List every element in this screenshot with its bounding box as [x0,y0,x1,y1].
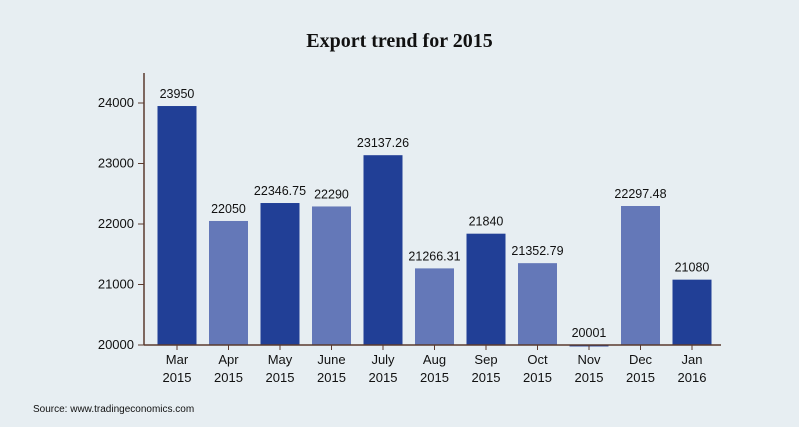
bar [466,233,506,345]
x-tick-label: 2015 [317,370,346,385]
x-tick-label: May [268,352,293,367]
x-axis: Mar 2015 Apr 2015 May 2015 June 2015 July 2015 Aug… [144,344,721,385]
data-label: 22346.75 [254,184,306,198]
bar [312,206,351,345]
x-tick-label: July [371,352,395,367]
x-tick-label: 2015 [214,370,243,385]
y-tick-label: 21000 [98,277,134,292]
bar [415,268,454,345]
bar [518,263,557,345]
bar [157,106,197,346]
y-tick-label: 24000 [98,95,134,110]
x-tick-label: 2015 [523,370,552,385]
chart-title: Export trend for 2015 [306,30,493,52]
bars [157,106,712,347]
x-tick-label: June [317,352,345,367]
x-tick-label: 2015 [472,370,501,385]
data-label: 21352.79 [511,244,563,258]
y-tick-label: 20000 [98,337,134,352]
data-label: 21840 [469,215,504,229]
data-label: 20001 [572,326,607,340]
x-tick-label: Sep [474,352,497,367]
x-tick-label: Mar [166,352,189,367]
bar [672,279,712,345]
x-tick-label: 2015 [369,370,398,385]
data-label: 21266.31 [408,249,460,263]
x-tick-label: Apr [218,352,239,367]
x-tick-label: 2015 [266,370,295,385]
bar [621,206,660,345]
bar [363,155,403,345]
data-label: 23950 [160,87,195,101]
x-tick-label: 2015 [163,370,192,385]
bar [260,203,300,345]
x-tick-label: Aug [423,352,446,367]
source-note: Source: www.tradingeconomics.com [33,404,195,415]
x-tick-label: Dec [629,352,653,367]
y-axis: 20000 21000 22000 23000 24000 [98,73,145,352]
data-label: 22050 [211,202,246,216]
data-label: 22290 [314,187,349,201]
x-tick-label: 2015 [626,370,655,385]
bar [209,220,248,345]
y-tick-label: 22000 [98,216,134,231]
data-label: 21080 [675,261,710,275]
y-tick-label: 23000 [98,156,134,171]
x-tick-label: Jan [682,352,703,367]
x-tick-label: Oct [527,352,548,367]
data-labels: 23950 22050 22346.75 22290 23137.26 21266.31 2… [160,87,710,340]
x-tick-label: Nov [577,352,601,367]
x-tick-label: 2016 [678,370,707,385]
data-label: 23137.26 [357,136,409,150]
x-tick-label: 2015 [420,370,449,385]
data-label: 22297.48 [614,187,666,201]
x-tick-label: 2015 [575,370,604,385]
